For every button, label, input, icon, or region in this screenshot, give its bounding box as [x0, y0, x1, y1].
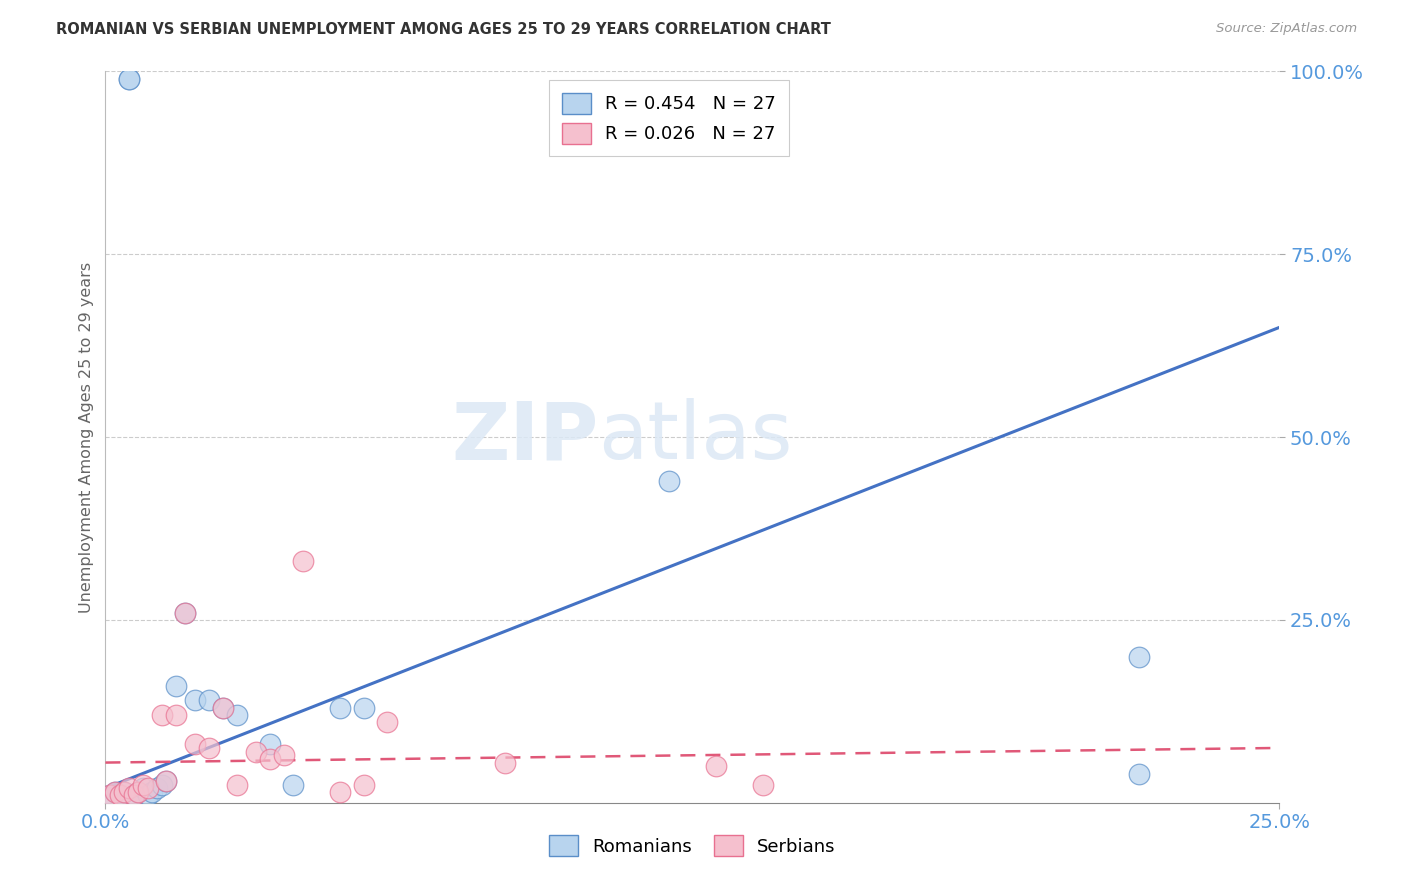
- Point: [197, 740, 219, 755]
- Point: [136, 781, 159, 796]
- Point: [98, 789, 121, 803]
- Point: [211, 700, 233, 714]
- Point: [108, 789, 131, 803]
- Point: [353, 700, 375, 714]
- Point: [259, 737, 281, 751]
- Point: [108, 789, 131, 803]
- Text: ROMANIAN VS SERBIAN UNEMPLOYMENT AMONG AGES 25 TO 29 YEARS CORRELATION CHART: ROMANIAN VS SERBIAN UNEMPLOYMENT AMONG A…: [56, 22, 831, 37]
- Point: [259, 752, 281, 766]
- Point: [127, 785, 149, 799]
- Point: [494, 756, 516, 770]
- Point: [1128, 649, 1150, 664]
- Point: [136, 789, 159, 803]
- Point: [104, 785, 127, 799]
- Point: [183, 693, 205, 707]
- Point: [704, 759, 727, 773]
- Point: [165, 679, 187, 693]
- Point: [118, 781, 141, 796]
- Point: [112, 785, 135, 799]
- Point: [329, 700, 352, 714]
- Point: [329, 785, 352, 799]
- Point: [150, 777, 173, 792]
- Point: [174, 606, 197, 620]
- Legend: Romanians, Serbians: Romanians, Serbians: [541, 828, 844, 863]
- Point: [118, 71, 141, 86]
- Point: [112, 785, 135, 799]
- Point: [118, 71, 141, 86]
- Point: [122, 789, 145, 803]
- Point: [155, 773, 177, 788]
- Point: [98, 789, 121, 803]
- Text: Source: ZipAtlas.com: Source: ZipAtlas.com: [1216, 22, 1357, 36]
- Point: [283, 777, 305, 792]
- Text: atlas: atlas: [599, 398, 793, 476]
- Point: [174, 606, 197, 620]
- Point: [141, 785, 163, 799]
- Point: [122, 789, 145, 803]
- Point: [245, 745, 267, 759]
- Point: [127, 785, 149, 799]
- Text: ZIP: ZIP: [451, 398, 599, 476]
- Point: [1128, 766, 1150, 780]
- Point: [291, 554, 314, 568]
- Point: [752, 777, 775, 792]
- Point: [658, 474, 681, 488]
- Point: [375, 715, 398, 730]
- Point: [155, 773, 177, 788]
- Point: [211, 700, 233, 714]
- Point: [197, 693, 219, 707]
- Point: [183, 737, 205, 751]
- Y-axis label: Unemployment Among Ages 25 to 29 years: Unemployment Among Ages 25 to 29 years: [79, 261, 94, 613]
- Point: [132, 781, 155, 796]
- Point: [104, 785, 127, 799]
- Point: [273, 748, 295, 763]
- Point: [226, 777, 249, 792]
- Point: [226, 708, 249, 723]
- Point: [353, 777, 375, 792]
- Point: [150, 708, 173, 723]
- Point: [146, 781, 169, 796]
- Point: [132, 777, 155, 792]
- Point: [165, 708, 187, 723]
